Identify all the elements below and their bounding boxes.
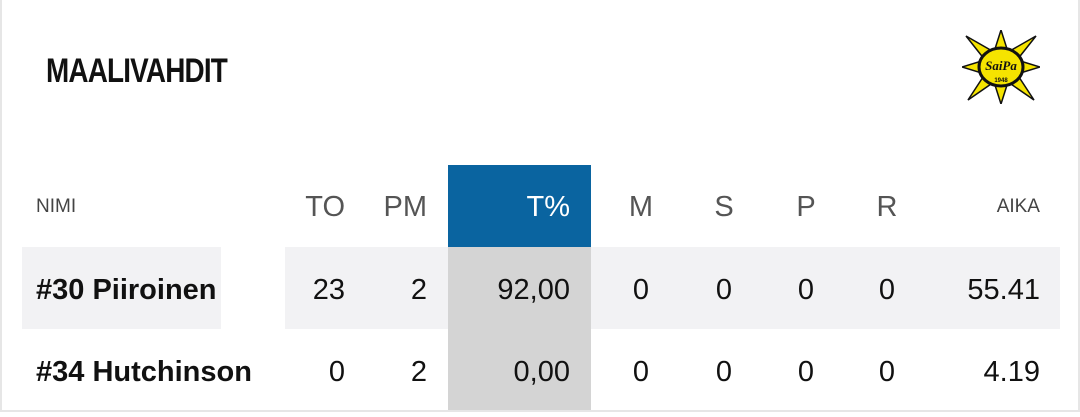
stat-cell: 0	[878, 273, 896, 306]
column-header: TO	[305, 190, 345, 223]
player-name: #30 Piiroinen	[36, 273, 217, 306]
column-header: M	[628, 190, 654, 223]
stat-cell: 2	[410, 273, 427, 306]
stat-cell: 0	[328, 355, 345, 388]
column-header: S	[714, 190, 734, 223]
stat-cell: 23	[312, 273, 345, 306]
column-header: AIKA	[996, 196, 1040, 217]
stat-cell: 92,00	[497, 273, 570, 306]
column-header: T%	[526, 190, 571, 223]
column-header: PM	[383, 190, 428, 223]
row-highlight	[285, 247, 1060, 329]
player-name: #34 Hutchinson	[36, 355, 252, 388]
column-header: NIMI	[36, 196, 77, 217]
stat-cell: 0	[797, 355, 815, 388]
stat-cell: 0	[715, 355, 733, 388]
stat-cell: 55.41	[967, 273, 1040, 306]
team-logo: SaiPa 1948	[962, 30, 1040, 104]
stat-cell: 0	[797, 273, 815, 306]
stat-cell: 0	[632, 355, 650, 388]
column-header: R	[876, 190, 898, 223]
sorted-column	[448, 247, 591, 410]
stat-cell: 2	[410, 355, 427, 388]
stat-cell: 4.19	[983, 355, 1040, 388]
title: MAALIVAHDIT	[46, 52, 228, 90]
stat-cell: 0	[878, 355, 896, 388]
stat-cell: 0,00	[513, 355, 570, 388]
stat-cell: 0	[632, 273, 650, 306]
logo-name: SaiPa	[985, 58, 1017, 73]
stat-cell: 0	[715, 273, 733, 306]
logo-year: 1948	[994, 78, 1008, 84]
sorted-column-header	[448, 165, 591, 247]
column-header: P	[796, 190, 816, 223]
row-highlight	[22, 247, 221, 329]
